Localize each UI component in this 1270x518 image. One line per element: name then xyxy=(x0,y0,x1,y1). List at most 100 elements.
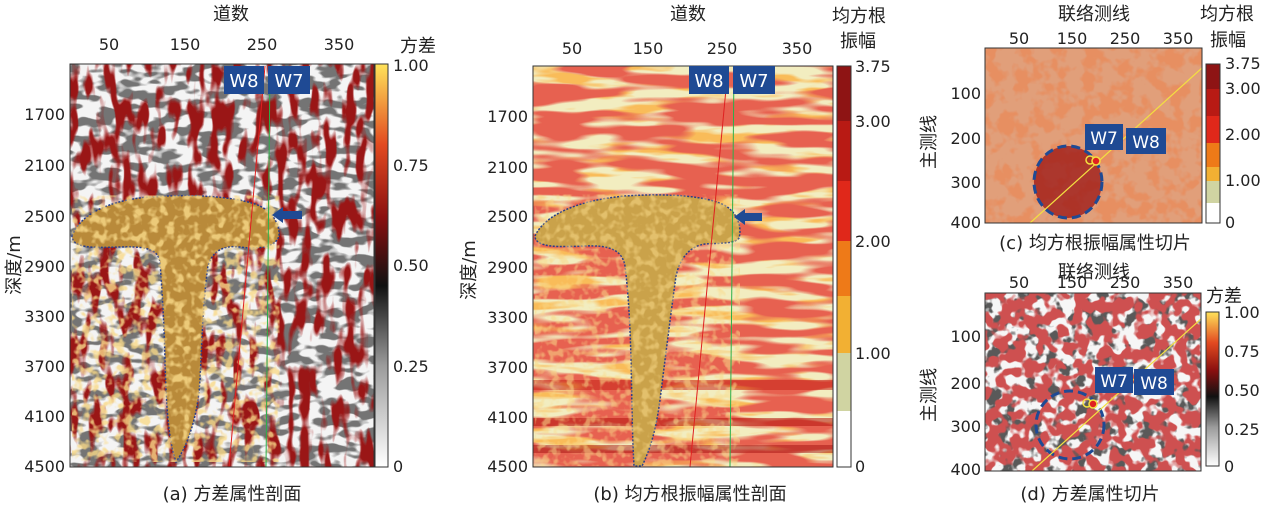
colorbar-tick: 0.50 xyxy=(1224,381,1260,400)
panel-a-variance-section: 道数 50 150 250 350 W8 W7 深度/m 1700 xyxy=(4,4,436,505)
well-w8-marker xyxy=(1091,156,1101,166)
well-label-w7-bg xyxy=(733,66,775,94)
tick-label: 50 xyxy=(1009,273,1029,292)
panel-a-x-ticks: 50 150 250 350 xyxy=(99,35,354,54)
well-label-w8: W8 xyxy=(1140,374,1168,394)
tick-label: 250 xyxy=(707,39,738,58)
colorbar-tick: 0 xyxy=(855,457,865,476)
well-label-w7: W7 xyxy=(1090,129,1118,149)
tick-label: 100 xyxy=(950,327,981,346)
well-label-w8-bg xyxy=(224,66,264,94)
tick-label: 350 xyxy=(1163,29,1194,48)
colorbar-title-line1: 均方根 xyxy=(832,6,886,27)
colorbar-title: 方差 xyxy=(400,36,436,57)
panel-d-caption: (d) 方差属性切片 xyxy=(1020,484,1159,505)
tick-label: 250 xyxy=(1110,273,1141,292)
tick-label: 2500 xyxy=(487,207,528,226)
tick-label: 2500 xyxy=(24,207,65,226)
tick-label: 250 xyxy=(247,35,278,54)
well-w8-marker xyxy=(1088,399,1098,409)
tick-label: 4500 xyxy=(24,457,65,476)
tick-label: 400 xyxy=(950,213,981,232)
tick-label: 300 xyxy=(950,173,981,192)
tick-label: 3700 xyxy=(24,357,65,376)
tick-label: 50 xyxy=(562,39,582,58)
colorbar-title: 方差 xyxy=(1206,286,1242,307)
tick-label: 4100 xyxy=(487,408,528,427)
colorbar-tick: 0.25 xyxy=(1224,420,1260,439)
colorbar-tick: 0.75 xyxy=(1224,342,1260,361)
colorbar-title-line2: 振幅 xyxy=(840,31,876,52)
panel-c-y-label: 主测线 xyxy=(919,115,940,169)
colorbar-tick: 1.00 xyxy=(1225,171,1261,190)
well-label-w7: W7 xyxy=(1100,372,1128,392)
section-line xyxy=(1031,318,1201,471)
tick-label: 300 xyxy=(950,417,981,436)
panel-d-y-label: 主测线 xyxy=(919,368,940,422)
well-label-w8-bg xyxy=(1134,369,1174,395)
well-label-w8-bg xyxy=(689,66,729,94)
tick-label: 50 xyxy=(99,35,119,54)
panel-b-y-label: 深度/m xyxy=(459,240,480,300)
colorbar-title-line2: 振幅 xyxy=(1210,30,1246,51)
colorbar-tick: 3.75 xyxy=(855,57,891,76)
tick-label: 200 xyxy=(950,129,981,148)
salt-circle xyxy=(1032,144,1104,220)
panel-c-title: 联络测线 xyxy=(1058,4,1130,25)
panel-a-caption: (a) 方差属性剖面 xyxy=(163,484,302,505)
panel-c-rms-slice: 联络测线 50 150 250 350 W7 W8 主测线 100 200 30… xyxy=(919,4,1261,254)
panel-b-colorbar: 均方根 振幅 3.75 3.00 2.00 1.00 0 xyxy=(832,6,891,476)
well-label-w7-bg xyxy=(268,66,310,94)
tick-label: 1700 xyxy=(24,105,65,124)
tick-label: 150 xyxy=(1057,29,1088,48)
colorbar-tick: 3.75 xyxy=(1225,54,1261,73)
tick-label: 3300 xyxy=(24,307,65,326)
panel-c-y-ticks: 100 200 300 400 xyxy=(950,84,981,232)
panel-b-caption: (b) 均方根振幅属性剖面 xyxy=(593,484,786,505)
panel-d-x-ticks: 50 150 250 350 xyxy=(1009,273,1193,292)
panel-d-title: 联络测线 xyxy=(1058,262,1130,283)
tick-label: 3300 xyxy=(487,308,528,327)
colorbar-tick: 0 xyxy=(393,457,403,476)
colorbar-title-line1: 均方根 xyxy=(1200,4,1254,25)
panel-a-y-ticks: 1700 2100 2500 2900 3300 3700 4100 4500 xyxy=(24,105,65,476)
panel-c-x-ticks: 50 150 250 350 xyxy=(1009,29,1193,48)
panel-b-x-ticks: 50 150 250 350 xyxy=(562,39,812,58)
panel-d-colorbar: 方差 1.00 0.75 0.50 0.25 0 xyxy=(1205,286,1260,476)
tick-label: 200 xyxy=(950,374,981,393)
colorbar-tick: 1.00 xyxy=(393,56,429,75)
arrow-icon xyxy=(272,207,302,223)
tick-label: 2900 xyxy=(24,257,65,276)
well-label-w7: W7 xyxy=(274,71,303,92)
well-label-w7-bg xyxy=(1095,367,1133,393)
well-label-w8: W8 xyxy=(694,71,723,92)
panel-a-image xyxy=(70,64,374,467)
panel-b-image xyxy=(533,66,833,467)
well-label-w8: W8 xyxy=(229,71,258,92)
panel-a-title: 道数 xyxy=(213,4,249,25)
tick-label: 3700 xyxy=(487,358,528,377)
colorbar-tick: 3.00 xyxy=(1225,79,1261,98)
tick-label: 1700 xyxy=(487,107,528,126)
tick-label: 2100 xyxy=(24,156,65,175)
colorbar-tick: 3.00 xyxy=(855,112,891,131)
panel-d-variance-slice: 联络测线 50 150 250 350 W7 W8 主测线 100 200 30… xyxy=(919,262,1260,505)
tick-label: 150 xyxy=(633,39,664,58)
tick-label: 400 xyxy=(950,460,981,479)
tick-label: 250 xyxy=(1110,29,1141,48)
well-label-w8: W8 xyxy=(1132,133,1160,153)
tick-label: 4500 xyxy=(487,457,528,476)
colorbar-tick: 2.00 xyxy=(1225,125,1261,144)
colorbar-tick: 0.75 xyxy=(393,156,429,175)
tick-label: 350 xyxy=(1163,273,1194,292)
well-label-w7: W7 xyxy=(739,71,768,92)
well-w8-trajectory xyxy=(228,65,266,467)
panel-c-caption: (c) 均方根振幅属性切片 xyxy=(999,233,1191,254)
well-label-w7-bg xyxy=(1085,124,1123,150)
tick-label: 100 xyxy=(950,84,981,103)
well-w7-trajectory xyxy=(729,67,735,467)
panel-b-rms-section: 道数 50 150 250 350 W8 W7 深度/m xyxy=(459,4,891,505)
colorbar-tick: 1.00 xyxy=(1224,303,1260,322)
well-label-w8-bg xyxy=(1126,128,1166,154)
